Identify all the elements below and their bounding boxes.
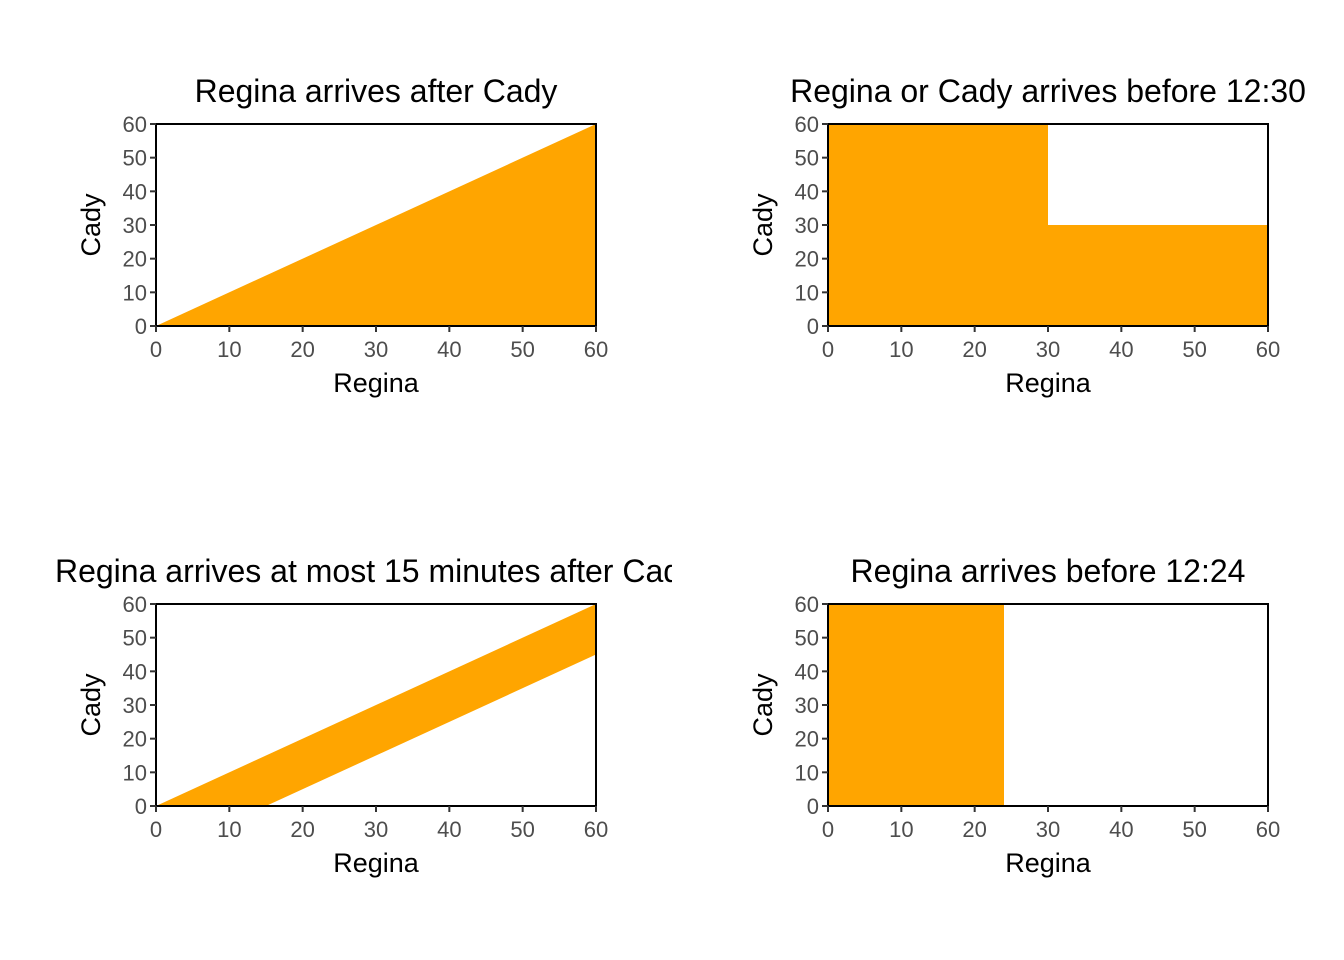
panel-2: 0 10 20 30 40 50 60 0 10 20 30 40 50 60 Regina Cady Regi… bbox=[748, 73, 1306, 398]
x-tick-label: 30 bbox=[364, 337, 388, 362]
x-tick-label: 20 bbox=[290, 817, 314, 842]
y-tick-label: 40 bbox=[123, 659, 147, 684]
y-tick-label: 50 bbox=[795, 146, 819, 171]
chart-title: Regina arrives after Cady bbox=[195, 73, 558, 109]
y-axis-label: Cady bbox=[748, 673, 778, 737]
y-tick-label: 0 bbox=[807, 794, 819, 819]
x-tick-label: 40 bbox=[1109, 817, 1133, 842]
y-tick-label: 10 bbox=[123, 280, 147, 305]
y-axis-label: Cady bbox=[748, 193, 778, 257]
y-tick-label: 50 bbox=[123, 626, 147, 651]
x-tick-label: 50 bbox=[510, 337, 534, 362]
x-tick-label: 60 bbox=[584, 817, 608, 842]
y-tick-label: 0 bbox=[807, 314, 819, 339]
y-tick-label: 30 bbox=[123, 213, 147, 238]
y-tick-label: 60 bbox=[123, 112, 147, 137]
x-tick-label: 50 bbox=[1182, 337, 1206, 362]
panel-1: 0 10 20 30 40 50 60 0 10 20 30 40 50 60 Regina Cady Regi… bbox=[76, 73, 608, 398]
y-tick-label: 10 bbox=[795, 280, 819, 305]
y-tick-label: 60 bbox=[795, 592, 819, 617]
panel-4: 0 10 20 30 40 50 60 0 10 20 30 40 50 60 Regina Cady Regi… bbox=[748, 553, 1280, 878]
y-tick-label: 30 bbox=[795, 213, 819, 238]
y-tick-label: 20 bbox=[795, 247, 819, 272]
y-tick-label: 50 bbox=[123, 146, 147, 171]
x-tick-label: 0 bbox=[150, 337, 162, 362]
y-tick-label: 10 bbox=[123, 760, 147, 785]
x-tick-label: 10 bbox=[889, 817, 913, 842]
y-tick-label: 0 bbox=[135, 314, 147, 339]
y-tick-label: 40 bbox=[123, 179, 147, 204]
x-tick-label: 20 bbox=[962, 337, 986, 362]
chart-title: Regina arrives at most 15 minutes after … bbox=[55, 553, 697, 589]
y-tick-label: 20 bbox=[795, 727, 819, 752]
y-axis-label: Cady bbox=[76, 673, 106, 737]
x-tick-label: 10 bbox=[217, 817, 241, 842]
x-axis-label: Regina bbox=[333, 368, 420, 398]
y-tick-label: 20 bbox=[123, 727, 147, 752]
x-tick-label: 60 bbox=[584, 337, 608, 362]
x-tick-label: 50 bbox=[510, 817, 534, 842]
x-tick-label: 20 bbox=[962, 817, 986, 842]
shaded-region bbox=[156, 604, 596, 806]
x-tick-label: 60 bbox=[1256, 817, 1280, 842]
x-tick-label: 30 bbox=[1036, 337, 1060, 362]
x-tick-label: 0 bbox=[822, 337, 834, 362]
chart-title: Regina or Cady arrives before 12:30 bbox=[790, 73, 1306, 109]
y-tick-label: 60 bbox=[123, 592, 147, 617]
x-tick-label: 60 bbox=[1256, 337, 1280, 362]
y-tick-label: 30 bbox=[795, 693, 819, 718]
x-tick-label: 0 bbox=[822, 817, 834, 842]
x-tick-label: 30 bbox=[364, 817, 388, 842]
x-tick-label: 40 bbox=[1109, 337, 1133, 362]
x-axis-label: Regina bbox=[333, 848, 420, 878]
x-axis-label: Regina bbox=[1005, 368, 1092, 398]
y-tick-label: 60 bbox=[795, 112, 819, 137]
x-tick-label: 40 bbox=[437, 817, 461, 842]
y-tick-label: 40 bbox=[795, 659, 819, 684]
x-tick-label: 20 bbox=[290, 337, 314, 362]
y-tick-label: 50 bbox=[795, 626, 819, 651]
shaded-region bbox=[828, 124, 1268, 326]
x-axis-label: Regina bbox=[1005, 848, 1092, 878]
y-tick-label: 40 bbox=[795, 179, 819, 204]
y-tick-label: 20 bbox=[123, 247, 147, 272]
x-tick-label: 10 bbox=[217, 337, 241, 362]
x-tick-label: 40 bbox=[437, 337, 461, 362]
x-tick-label: 30 bbox=[1036, 817, 1060, 842]
panel-3: 0 10 20 30 40 50 60 0 10 20 30 40 50 60 Regina Cady Regi… bbox=[55, 553, 697, 878]
y-tick-label: 30 bbox=[123, 693, 147, 718]
x-tick-label: 0 bbox=[150, 817, 162, 842]
y-axis-label: Cady bbox=[76, 193, 106, 257]
x-tick-label: 10 bbox=[889, 337, 913, 362]
chart-title: Regina arrives before 12:24 bbox=[851, 553, 1246, 589]
y-tick-label: 0 bbox=[135, 794, 147, 819]
shaded-region bbox=[156, 124, 596, 326]
x-tick-label: 50 bbox=[1182, 817, 1206, 842]
shaded-region bbox=[828, 604, 1004, 806]
y-tick-label: 10 bbox=[795, 760, 819, 785]
